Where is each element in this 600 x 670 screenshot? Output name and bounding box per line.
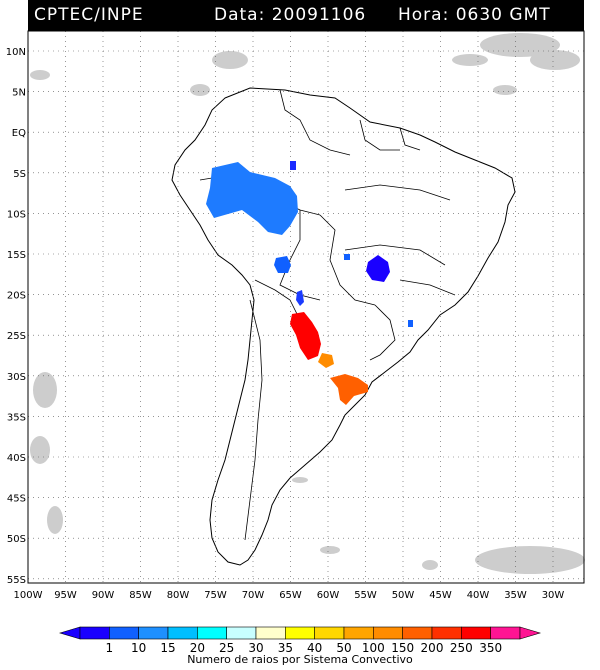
system-acre-south bbox=[274, 256, 291, 273]
lat-label: 20S bbox=[7, 291, 26, 302]
colorbar-label: 10 bbox=[131, 641, 146, 655]
colorbar-label: 30 bbox=[248, 641, 263, 655]
colorbar-label: 25 bbox=[219, 641, 234, 655]
longitude-labels: 100W 95W 90W 85W 80W 75W 70W 65W 60W 55W 50W 45W 40W… bbox=[14, 590, 565, 601]
colorbar-swatch bbox=[138, 626, 169, 640]
system-argentina-north bbox=[290, 312, 321, 360]
colorbar-label: 35 bbox=[278, 641, 293, 655]
system-bolivia bbox=[296, 290, 304, 306]
lon-label: 50W bbox=[392, 590, 415, 601]
colorbar-swatch bbox=[490, 626, 521, 640]
lat-label: 10N bbox=[6, 47, 26, 58]
colorbar-swatch bbox=[167, 626, 198, 640]
colorbar-left-arrow bbox=[58, 626, 81, 640]
latitude-labels: 10N 5N EQ 5S 10S 15S 20S 25S 30S 35S 40S 45S 50S 55S bbox=[6, 47, 26, 586]
lon-label: 100W bbox=[14, 590, 43, 601]
lat-label: 15S bbox=[7, 250, 26, 261]
lon-label: 30W bbox=[542, 590, 565, 601]
lon-label: 40W bbox=[467, 590, 490, 601]
colorbar-label: 15 bbox=[160, 641, 175, 655]
system-paraguay-north bbox=[344, 254, 350, 260]
system-argentina-mid bbox=[318, 353, 334, 368]
lat-label: 45S bbox=[7, 494, 26, 505]
colorbar-swatch bbox=[255, 626, 286, 640]
colorbar-label: 50 bbox=[336, 641, 351, 655]
lon-label: 60W bbox=[317, 590, 340, 601]
lon-label: 65W bbox=[279, 590, 302, 601]
colorbar-swatch bbox=[343, 626, 374, 640]
colorbar-label: 40 bbox=[307, 641, 322, 655]
colorbar-swatch bbox=[197, 626, 227, 640]
colorbar-swatch bbox=[226, 626, 257, 640]
lat-label: 10S bbox=[7, 209, 26, 220]
lon-label: 35W bbox=[504, 590, 527, 601]
lon-label: 80W bbox=[167, 590, 190, 601]
convective-systems bbox=[206, 161, 413, 405]
colorbar-swatch bbox=[109, 626, 139, 640]
lon-label: 95W bbox=[54, 590, 77, 601]
lat-label: 55S bbox=[7, 575, 26, 586]
system-sao-paulo bbox=[408, 320, 413, 327]
lat-label: 35S bbox=[7, 412, 26, 423]
system-goias bbox=[366, 255, 390, 282]
lat-label: 30S bbox=[7, 372, 26, 383]
colorbar-swatch bbox=[402, 626, 433, 640]
map-header: CPTEC/INPE Data: 20091106 Hora: 0630 GMT bbox=[28, 0, 584, 31]
lat-label: 5S bbox=[13, 169, 26, 180]
map-frame bbox=[27, 30, 585, 584]
lon-label: 70W bbox=[242, 590, 265, 601]
lat-lon-grid bbox=[27, 30, 585, 584]
colorbar-label: 350 bbox=[479, 641, 502, 655]
colorbar-swatch bbox=[373, 626, 403, 640]
cloud-layer bbox=[30, 33, 585, 574]
colorbar: 1 10 15 20 25 30 35 40 50 100 150 200 250 350 bbox=[58, 626, 542, 655]
colorbar-label: 250 bbox=[450, 641, 473, 655]
date-label: Data: 20091106 bbox=[214, 5, 367, 25]
lat-label: 40S bbox=[7, 453, 26, 464]
system-amazon-west bbox=[206, 162, 298, 235]
lat-label: EQ bbox=[12, 128, 26, 139]
colorbar-swatch bbox=[461, 626, 491, 640]
lat-label: 5N bbox=[12, 88, 26, 99]
colorbar-label: 200 bbox=[421, 641, 444, 655]
colorbar-label: 1 bbox=[106, 641, 114, 655]
colorbar-swatch bbox=[431, 626, 462, 640]
colorbar-label: 20 bbox=[190, 641, 205, 655]
lon-label: 55W bbox=[354, 590, 377, 601]
lon-label: 85W bbox=[129, 590, 152, 601]
colorbar-swatch bbox=[314, 626, 345, 640]
colorbar-swatch bbox=[285, 626, 315, 640]
colorbar-label: 100 bbox=[362, 641, 385, 655]
lon-label: 90W bbox=[92, 590, 115, 601]
colorbar-label: 150 bbox=[391, 641, 414, 655]
colorbar-title: Numero de raios por Sistema Convectivo bbox=[187, 653, 413, 666]
colorbar-right-arrow bbox=[519, 626, 542, 640]
system-para-small bbox=[290, 161, 296, 170]
hour-label: Hora: 0630 GMT bbox=[398, 5, 551, 25]
system-uruguay bbox=[330, 374, 368, 405]
lat-label: 25S bbox=[7, 331, 26, 342]
lon-label: 45W bbox=[429, 590, 452, 601]
colorbar-swatch bbox=[79, 626, 110, 640]
agency-title: CPTEC/INPE bbox=[34, 5, 144, 25]
lat-label: 50S bbox=[7, 534, 26, 545]
lon-label: 75W bbox=[204, 590, 227, 601]
